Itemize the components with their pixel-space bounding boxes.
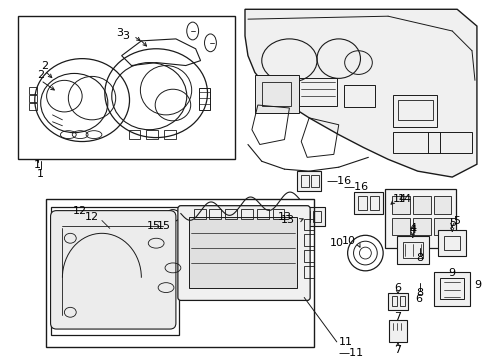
Text: 4: 4 bbox=[408, 225, 415, 235]
Bar bbox=[358, 196, 366, 210]
Bar bbox=[304, 266, 313, 278]
Bar bbox=[29, 87, 37, 94]
Bar bbox=[254, 75, 299, 113]
Text: 1: 1 bbox=[37, 169, 44, 179]
Bar bbox=[399, 297, 404, 306]
Bar bbox=[128, 130, 140, 139]
Bar bbox=[50, 207, 179, 335]
Bar bbox=[164, 130, 176, 139]
Bar bbox=[440, 278, 463, 300]
Bar bbox=[438, 230, 465, 256]
FancyBboxPatch shape bbox=[50, 211, 176, 329]
Bar bbox=[402, 242, 422, 258]
Text: —16: —16 bbox=[326, 176, 351, 186]
Bar bbox=[391, 217, 409, 235]
Bar bbox=[225, 209, 237, 219]
Bar bbox=[312, 211, 320, 222]
Text: 5: 5 bbox=[452, 216, 459, 226]
Bar bbox=[385, 189, 455, 248]
Bar bbox=[444, 236, 459, 250]
Bar bbox=[396, 236, 427, 264]
Bar bbox=[412, 196, 429, 213]
Text: 14: 14 bbox=[392, 194, 407, 204]
Text: 9: 9 bbox=[473, 280, 480, 290]
Bar bbox=[397, 100, 431, 120]
Text: 1: 1 bbox=[34, 160, 41, 170]
Bar bbox=[302, 211, 309, 222]
Text: 2: 2 bbox=[37, 71, 44, 80]
Text: 5: 5 bbox=[448, 219, 455, 229]
Bar bbox=[198, 88, 210, 110]
Bar bbox=[434, 272, 469, 306]
Bar bbox=[261, 82, 291, 106]
Bar bbox=[353, 192, 383, 213]
Text: 15: 15 bbox=[157, 221, 171, 231]
Bar bbox=[18, 16, 235, 159]
Bar bbox=[297, 207, 324, 226]
Bar bbox=[304, 250, 313, 262]
Text: 8: 8 bbox=[415, 288, 423, 297]
Bar bbox=[301, 175, 308, 187]
FancyBboxPatch shape bbox=[178, 206, 309, 301]
Text: 6: 6 bbox=[394, 283, 401, 293]
Text: 2: 2 bbox=[41, 60, 48, 71]
Bar bbox=[188, 217, 297, 288]
Text: 8: 8 bbox=[415, 253, 423, 263]
Text: 3: 3 bbox=[116, 28, 123, 38]
Text: 12: 12 bbox=[85, 212, 99, 221]
Text: 6: 6 bbox=[415, 294, 422, 305]
Text: 7: 7 bbox=[394, 312, 401, 322]
Bar bbox=[310, 175, 318, 187]
Bar bbox=[427, 132, 471, 153]
Text: 14: 14 bbox=[397, 194, 411, 204]
Bar bbox=[391, 196, 409, 213]
Text: —16: —16 bbox=[343, 182, 368, 192]
Text: 12: 12 bbox=[73, 206, 87, 216]
Text: 15: 15 bbox=[147, 221, 161, 231]
Bar bbox=[256, 209, 268, 219]
Bar bbox=[387, 293, 407, 310]
Bar bbox=[433, 196, 450, 213]
Text: 10: 10 bbox=[341, 236, 355, 246]
Bar bbox=[29, 103, 37, 110]
Bar bbox=[45, 199, 313, 347]
Bar bbox=[241, 209, 252, 219]
Bar bbox=[392, 132, 440, 153]
Text: 3: 3 bbox=[122, 31, 129, 41]
Text: 13: 13 bbox=[280, 216, 294, 225]
Bar bbox=[369, 196, 378, 210]
Bar bbox=[29, 95, 37, 102]
Text: —11: —11 bbox=[338, 348, 363, 358]
Bar bbox=[209, 209, 221, 219]
Bar bbox=[299, 78, 336, 106]
Bar bbox=[388, 320, 406, 342]
Bar bbox=[391, 297, 396, 306]
Bar bbox=[304, 234, 313, 246]
Text: 11: 11 bbox=[338, 337, 352, 347]
Text: 9: 9 bbox=[448, 268, 455, 278]
Bar bbox=[412, 217, 429, 235]
Bar bbox=[343, 85, 374, 107]
Text: 4: 4 bbox=[408, 224, 415, 233]
Bar bbox=[146, 130, 158, 139]
Bar bbox=[193, 209, 205, 219]
Bar bbox=[433, 217, 450, 235]
Text: 13: 13 bbox=[277, 212, 291, 221]
Text: 7: 7 bbox=[394, 345, 401, 355]
Text: 10: 10 bbox=[329, 238, 343, 248]
Bar bbox=[272, 209, 284, 219]
PathPatch shape bbox=[244, 9, 476, 177]
Bar bbox=[304, 219, 313, 230]
Bar bbox=[297, 171, 320, 191]
Bar bbox=[392, 95, 437, 127]
